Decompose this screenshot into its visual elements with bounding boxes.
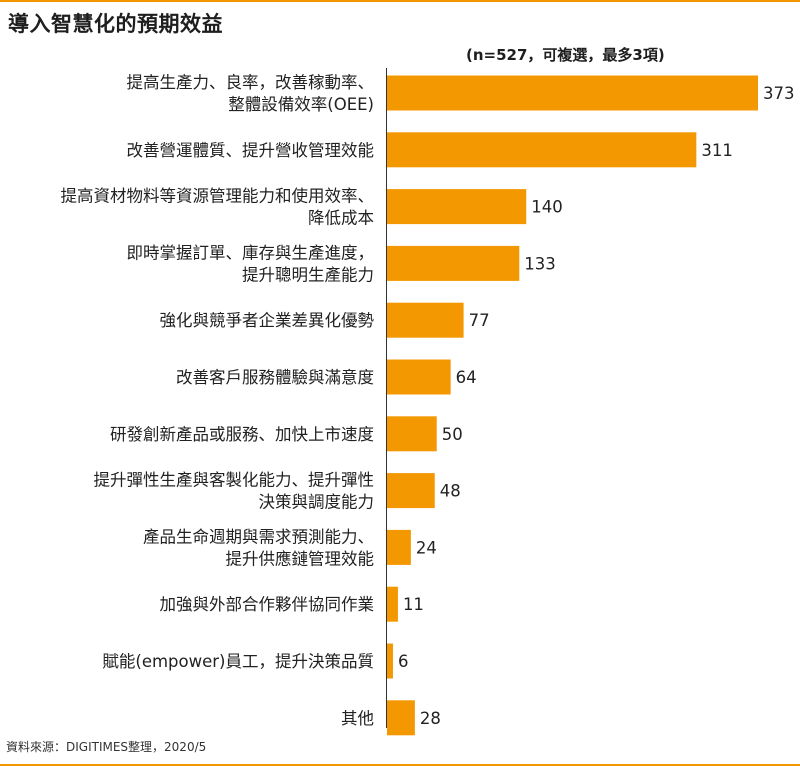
bar-6 <box>387 416 437 452</box>
value-label-1: 311 <box>701 141 733 160</box>
category-label-3-line-0: 即時掌握訂單、庫存與生產進度， <box>127 243 375 262</box>
bar-0 <box>387 75 758 111</box>
top-rule <box>0 0 800 2</box>
value-label-11: 28 <box>420 709 441 728</box>
category-label-8-line-0: 產品生命週期與需求預測能力、 <box>143 527 374 546</box>
category-label-7-line-0: 提升彈性生產與客製化能力、提升彈性 <box>94 471 375 490</box>
bar-1 <box>387 132 697 168</box>
category-label-4: 強化與競爭者企業差異化優勢 <box>160 311 375 330</box>
sample-note: (n=527，可複選，最多3項) <box>466 46 665 64</box>
category-label-2-line-1: 降低成本 <box>308 209 374 228</box>
bar-2 <box>387 189 527 225</box>
bar-7 <box>387 473 435 509</box>
category-label-9: 加強與外部合作夥伴協同作業 <box>160 595 375 614</box>
bar-10 <box>387 643 393 679</box>
category-label-0-line-1: 整體設備效率(OEE) <box>228 95 374 114</box>
category-label-1: 改善營運體質、提升營收管理效能 <box>127 141 375 160</box>
category-label-10: 賦能(empower)員工，提升決策品質 <box>102 652 374 671</box>
category-label-8-line-1: 提升供應鏈管理效能 <box>226 548 375 568</box>
value-label-3: 133 <box>524 254 556 273</box>
value-label-0: 373 <box>763 84 795 103</box>
value-label-10: 6 <box>398 652 409 671</box>
category-label-3-line-1: 提升聰明生產能力 <box>242 265 374 284</box>
category-axis-line <box>386 68 387 728</box>
value-label-2: 140 <box>531 198 563 217</box>
value-label-6: 50 <box>442 425 463 444</box>
bar-5 <box>387 359 451 395</box>
bar-11 <box>387 700 415 736</box>
bottom-rule <box>0 764 800 766</box>
category-label-11: 其他 <box>341 709 374 728</box>
bar-8 <box>387 529 411 565</box>
source-note: 資料來源：DIGITIMES整理，2020/5 <box>6 740 207 754</box>
value-label-9: 11 <box>403 595 424 614</box>
category-label-6: 研發創新產品或服務、加快上市速度 <box>110 425 374 444</box>
bar-4 <box>387 302 464 338</box>
value-label-4: 77 <box>469 311 490 330</box>
category-label-2-line-0: 提高資材物料等資源管理能力和使用效率、 <box>61 187 375 206</box>
value-label-5: 64 <box>456 368 477 387</box>
value-label-7: 48 <box>440 482 461 501</box>
chart-title: 導入智慧化的預期效益 <box>8 12 223 36</box>
value-label-8: 24 <box>416 538 437 557</box>
category-label-5: 改善客戶服務體驗與滿意度 <box>176 368 374 387</box>
bar-9 <box>387 586 398 622</box>
category-label-7-line-1: 決策與調度能力 <box>259 493 375 512</box>
bar-3 <box>387 245 520 281</box>
category-label-0-line-0: 提高生產力、良率，改善稼動率、 <box>127 73 375 92</box>
